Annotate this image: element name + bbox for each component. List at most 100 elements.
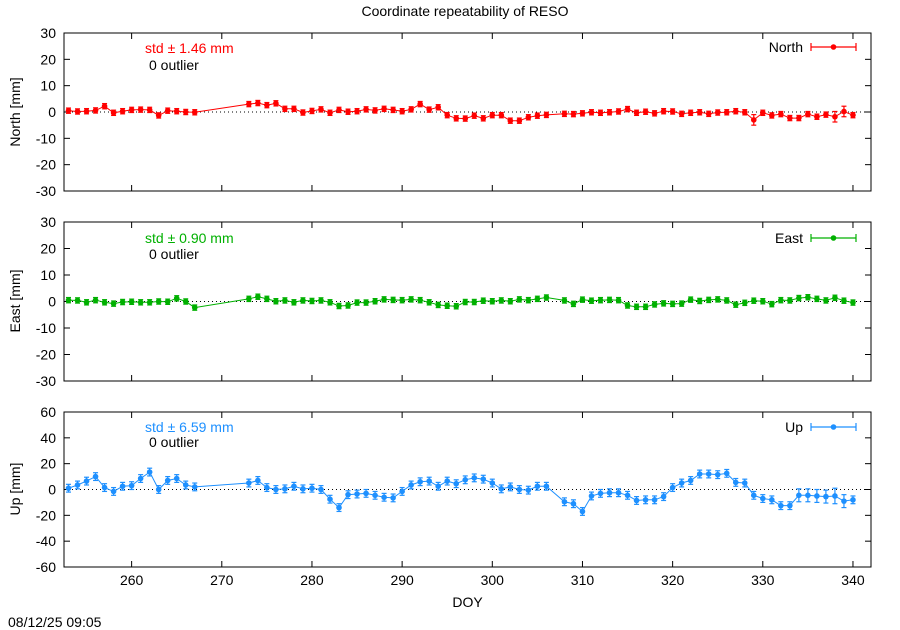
- y-tick-label: -40: [36, 533, 56, 549]
- x-tick-label: 340: [841, 572, 865, 588]
- x-tick-label: 320: [661, 572, 685, 588]
- data-point: [381, 106, 387, 112]
- data-point: [687, 296, 694, 303]
- data-point: [705, 297, 712, 303]
- std-annotation: std ± 6.59 mm: [145, 419, 234, 435]
- data-point: [282, 486, 288, 492]
- data-point: [615, 489, 622, 496]
- data-point: [182, 109, 189, 115]
- data-point: [273, 486, 279, 493]
- data-point: [128, 482, 135, 489]
- data-point: [750, 492, 757, 499]
- chart-title: Coordinate repeatability of RESO: [362, 3, 569, 19]
- data-point: [489, 298, 496, 305]
- data-point: [769, 301, 775, 307]
- data-point: [318, 297, 324, 304]
- y-tick-label: -30: [36, 373, 56, 389]
- data-point: [723, 297, 730, 304]
- data-point: [264, 484, 270, 491]
- data-point: [823, 297, 829, 304]
- y-axis-label: North [mm]: [7, 77, 23, 146]
- data-point: [759, 298, 766, 305]
- data-point: [615, 297, 622, 303]
- x-tick-label: 280: [300, 572, 324, 588]
- data-point: [390, 297, 396, 303]
- data-point: [336, 303, 342, 309]
- data-point: [92, 473, 99, 480]
- timestamp: 08/12/25 09:05: [8, 614, 102, 630]
- x-tick-label: 290: [390, 572, 414, 588]
- data-point: [732, 479, 739, 486]
- data-point: [264, 102, 270, 108]
- y-axis-label: Up [mm]: [7, 463, 23, 516]
- data-point: [119, 108, 126, 115]
- data-point: [778, 502, 784, 509]
- data-point: [444, 302, 451, 309]
- data-point: [489, 480, 496, 486]
- data-point: [282, 297, 288, 304]
- data-point: [255, 293, 261, 300]
- data-point: [633, 304, 640, 310]
- data-point: [507, 484, 514, 490]
- data-point: [796, 115, 802, 121]
- y-tick-label: -10: [36, 320, 56, 336]
- data-point: [606, 489, 613, 496]
- data-point: [651, 301, 658, 308]
- data-point: [480, 297, 487, 304]
- data-point: [597, 109, 604, 116]
- legend-label: Up: [785, 419, 803, 435]
- data-point: [363, 299, 369, 306]
- data-point: [579, 296, 586, 303]
- data-point: [778, 297, 784, 303]
- data-point: [381, 494, 387, 501]
- data-point: [588, 297, 595, 304]
- data-point: [110, 300, 117, 307]
- data-point: [435, 302, 441, 308]
- y-tick-label: 20: [40, 51, 56, 67]
- data-point: [597, 490, 604, 497]
- data-point: [164, 298, 171, 305]
- data-point: [823, 111, 829, 118]
- data-point: [119, 299, 126, 305]
- data-point: [146, 299, 153, 306]
- data-point: [164, 107, 171, 114]
- data-point: [309, 298, 315, 304]
- data-point: [381, 296, 387, 303]
- data-point: [507, 298, 514, 305]
- y-tick-label: -60: [36, 559, 56, 575]
- data-point: [498, 297, 505, 304]
- data-point: [119, 483, 126, 490]
- y-tick-label: -10: [36, 130, 56, 146]
- data-point: [435, 104, 441, 111]
- legend-marker: [830, 424, 837, 430]
- x-tick-label: 330: [751, 572, 775, 588]
- data-point: [372, 298, 378, 305]
- data-point: [741, 300, 748, 306]
- data-point: [453, 115, 460, 122]
- data-point: [850, 497, 856, 503]
- data-point: [173, 475, 180, 482]
- data-point: [814, 296, 820, 302]
- data-point: [750, 297, 757, 304]
- data-point: [471, 475, 478, 481]
- series-line: [68, 102, 854, 122]
- data-point: [534, 296, 541, 302]
- y-tick-label: 10: [40, 78, 56, 94]
- data-point: [561, 297, 568, 304]
- x-tick-label: 310: [571, 572, 595, 588]
- data-point: [309, 108, 315, 114]
- data-point: [525, 114, 532, 121]
- data-point: [345, 302, 351, 309]
- data-point: [92, 107, 99, 114]
- data-point: [579, 508, 586, 515]
- data-point: [687, 109, 694, 116]
- data-point: [787, 297, 793, 304]
- data-point: [498, 112, 505, 118]
- data-point: [246, 296, 252, 302]
- data-point: [74, 482, 81, 488]
- data-point: [435, 483, 441, 490]
- outlier-annotation: 0 outlier: [149, 57, 199, 73]
- data-point: [453, 303, 460, 310]
- data-point: [696, 471, 703, 477]
- data-point: [101, 103, 108, 110]
